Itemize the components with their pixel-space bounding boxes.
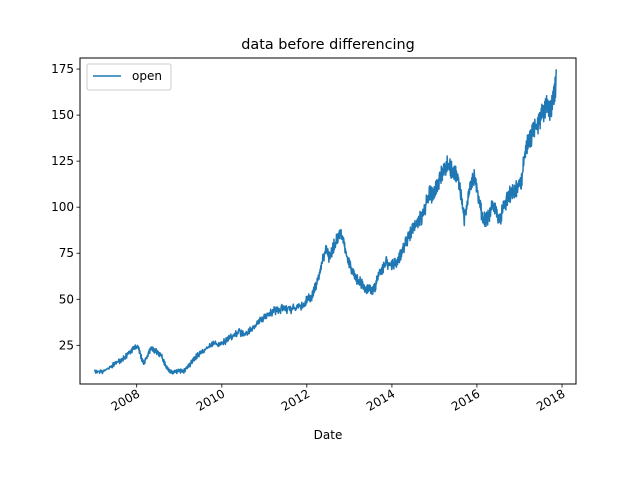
chart-title: data before differencing (241, 37, 415, 53)
plot-frame (79, 57, 577, 385)
x-axis: 2008 2010 2012 2014 2016 2018 (109, 384, 568, 414)
x-tick-label: 2012 (279, 386, 312, 413)
legend: open (86, 63, 172, 91)
x-tick-label: 2014 (364, 386, 397, 413)
y-tick-label: 50 (59, 292, 74, 306)
y-tick-label: 150 (51, 108, 74, 122)
x-axis-label: Date (314, 428, 343, 442)
x-tick-label: 2008 (109, 386, 142, 413)
legend-label-open: open (132, 69, 162, 83)
series-line-open (93, 69, 558, 375)
plot-area (79, 57, 577, 385)
x-tick-label: 2018 (534, 386, 567, 413)
y-tick-label: 25 (59, 338, 74, 352)
legend-box (86, 63, 172, 91)
y-tick-label: 125 (51, 154, 74, 168)
x-tick-label: 2016 (449, 386, 482, 413)
y-tick-label: 175 (51, 62, 74, 76)
y-tick-label: 75 (59, 246, 74, 260)
y-axis: 25 50 75 100 125 150 175 (51, 62, 80, 352)
y-tick-label: 100 (51, 200, 74, 214)
x-tick-label: 2010 (194, 386, 227, 413)
